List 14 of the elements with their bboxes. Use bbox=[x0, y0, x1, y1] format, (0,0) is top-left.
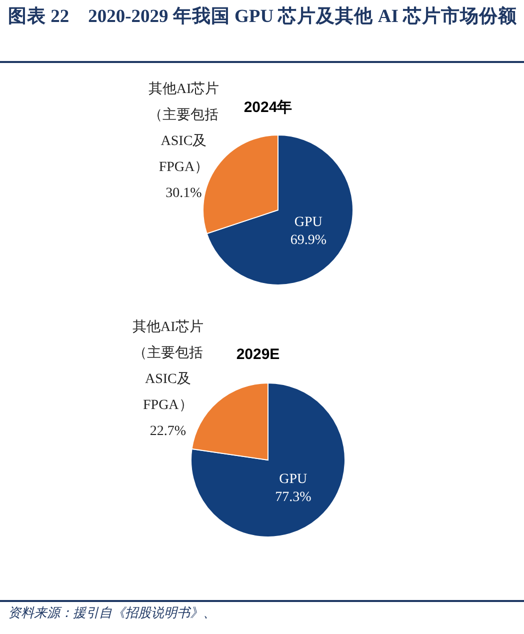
data-label: 22.7% bbox=[150, 424, 186, 439]
text: 2024年 bbox=[244, 98, 292, 117]
slice-label: GPU bbox=[279, 472, 308, 488]
slice-label: 其他AI芯片（主要包括ASIC及FPGA） bbox=[132, 320, 204, 413]
pie-slice bbox=[206, 134, 354, 286]
text: 图表 22 2020-2029 年我国 GPU 芯片及其他 AI 芯片市场份额 bbox=[8, 5, 518, 29]
data-label: 30.1% bbox=[166, 186, 202, 201]
text: 2029E bbox=[236, 346, 280, 363]
data-label: 69.9% bbox=[290, 232, 326, 248]
text: 资料来源：援引自《招股说明书》、 bbox=[8, 604, 216, 622]
data-label: 77.3% bbox=[275, 490, 312, 506]
pie-slice bbox=[190, 382, 346, 538]
slice-label: GPU bbox=[294, 214, 322, 230]
slice-label: 其他AI芯片（主要包括ASIC及FPGA） bbox=[148, 82, 220, 175]
